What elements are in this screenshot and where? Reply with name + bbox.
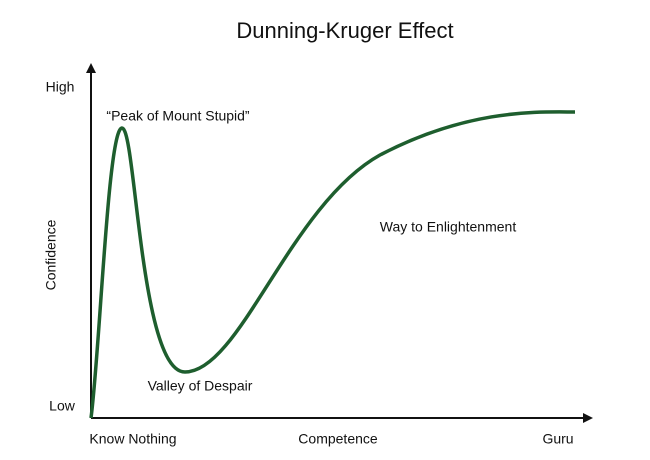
annotation: Way to Enlightenment xyxy=(380,219,517,235)
annotation: Valley of Despair xyxy=(148,378,253,394)
curve xyxy=(89,110,576,419)
x-axis-label: Competence xyxy=(298,431,378,447)
title: Dunning-Kruger Effect xyxy=(236,18,453,43)
y-high-label: High xyxy=(46,79,75,95)
y-axis-label: Confidence xyxy=(43,219,59,290)
annotation: “Peak of Mount Stupid” xyxy=(106,108,250,124)
x-end-label: Guru xyxy=(542,431,573,447)
y-low-label: Low xyxy=(49,398,76,414)
x-start-label: Know Nothing xyxy=(89,431,176,447)
